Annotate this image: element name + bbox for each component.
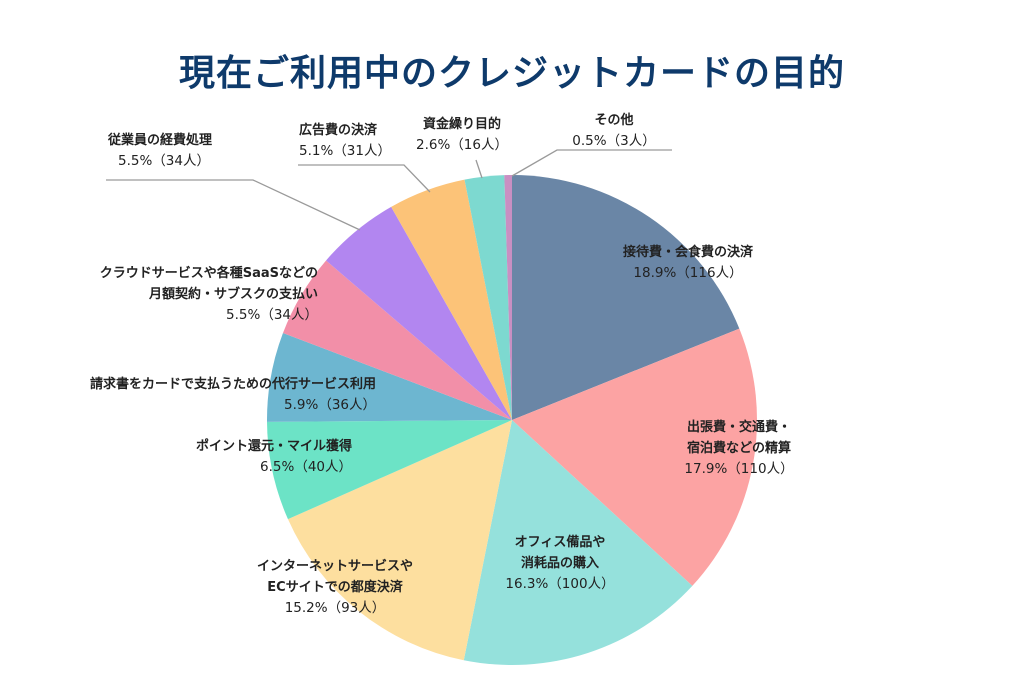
pie-slice: [282, 260, 512, 420]
pie-slice: [391, 179, 512, 420]
label-office-supplies: オフィス備品や 消耗品の購入 16.3%（100人）: [505, 532, 614, 595]
label-office-supplies-name-1: オフィス備品や: [514, 535, 606, 550]
label-travel-name-2: 宿泊費などの精算: [686, 441, 791, 456]
label-other-name: その他: [594, 113, 634, 128]
label-office-supplies-name-2: 消耗品の購入: [520, 556, 599, 571]
label-funding-name: 資金繰り目的: [422, 117, 502, 132]
label-points-value: 6.5%（40人）: [260, 459, 352, 475]
chart-title: 現在ご利用中のクレジットカードの目的: [178, 53, 845, 94]
label-travel-name-1: 出張費・交通費・: [686, 420, 791, 435]
leader-line-advertising: [298, 164, 431, 193]
label-employee-expense-name: 従業員の経費処理: [108, 133, 213, 148]
pie-slice: [463, 420, 693, 666]
label-entertainment-name: 接待費・会食費の決済: [622, 245, 754, 260]
pie-slices: [267, 175, 757, 666]
label-travel-value: 17.9%（110人）: [684, 461, 794, 477]
label-advertising-name: 広告費の決済: [299, 123, 378, 138]
label-invoice-payment: 請求書をカードで支払うための代行サービス利用 5.9%（36人）: [90, 374, 376, 416]
label-internet-services-name-2: ECサイトでの都度決済: [267, 580, 403, 595]
label-office-supplies-value: 16.3%（100人）: [505, 576, 615, 592]
label-cloud-saas-name-1: クラウドサービスや各種SaaSなどの: [99, 266, 318, 281]
label-points: ポイント還元・マイル獲得 6.5%（40人）: [196, 436, 352, 478]
label-cloud-saas: クラウドサービスや各種SaaSなどの 月額契約・サブスクの支払い 5.5%（34…: [100, 263, 318, 326]
label-entertainment: 接待費・会食費の決済 18.9%（116人）: [623, 242, 753, 284]
label-cloud-saas-name-2: 月額契約・サブスクの支払い: [148, 287, 318, 302]
label-advertising-value: 5.1%（31人）: [299, 143, 391, 159]
label-invoice-payment-value: 5.9%（36人）: [284, 397, 376, 413]
pie-slice: [512, 175, 740, 420]
pie-slice: [287, 420, 512, 661]
label-entertainment-value: 18.9%（116人）: [633, 265, 743, 281]
label-employee-expense: 従業員の経費処理 5.5%（34人）: [108, 130, 212, 172]
leader-line-funding: [475, 159, 483, 179]
label-other: その他 0.5%（3人）: [572, 110, 655, 152]
leader-line-other: [511, 149, 672, 177]
label-internet-services: インターネットサービスや ECサイトでの都度決済 15.2%（93人）: [257, 556, 413, 619]
pie-slice: [326, 206, 512, 420]
pie-slice: [464, 175, 512, 420]
label-employee-expense-value: 5.5%（34人）: [118, 153, 210, 169]
pie-slice: [267, 420, 512, 520]
label-cloud-saas-value: 5.5%（34人）: [226, 307, 318, 323]
label-invoice-payment-name: 請求書をカードで支払うための代行サービス利用: [89, 377, 376, 392]
pie-slice: [512, 328, 757, 586]
label-points-name: ポイント還元・マイル獲得: [195, 439, 352, 454]
pie-slice: [267, 332, 512, 422]
pie-slice: [504, 175, 512, 420]
label-funding: 資金繰り目的 2.6%（16人）: [416, 114, 508, 156]
label-internet-services-value: 15.2%（93人）: [284, 600, 386, 616]
leader-lines: [106, 149, 672, 231]
leader-line-employee-expense: [106, 179, 361, 231]
label-other-value: 0.5%（3人）: [572, 133, 656, 149]
label-advertising: 広告費の決済 5.1%（31人）: [299, 120, 391, 162]
label-internet-services-name-1: インターネットサービスや: [256, 559, 414, 574]
label-travel: 出張費・交通費・ 宿泊費などの精算 17.9%（110人）: [684, 417, 793, 480]
label-funding-value: 2.6%（16人）: [416, 137, 508, 153]
